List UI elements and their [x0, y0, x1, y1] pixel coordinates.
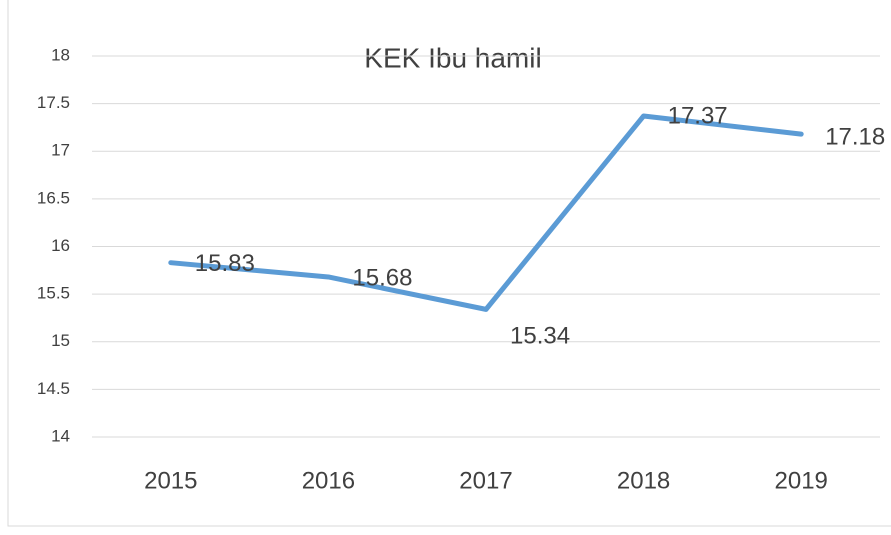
x-tick-label: 2016 [302, 467, 355, 494]
y-tick-label: 15 [51, 331, 70, 350]
data-label: 15.83 [195, 250, 255, 277]
y-tick-label: 17 [51, 141, 70, 160]
x-tick-label: 2015 [144, 467, 197, 494]
y-tick-label: 14 [51, 426, 70, 445]
data-label: 15.68 [352, 264, 412, 291]
y-tick-label: 14.5 [37, 379, 70, 398]
chart-border [7, 0, 891, 527]
data-label: 15.34 [510, 323, 570, 350]
y-tick-label: 15.5 [37, 284, 70, 303]
x-tick-label: 2017 [459, 467, 512, 494]
y-tick-label: 16.5 [37, 188, 70, 207]
y-tick-label: 18 [51, 45, 70, 64]
data-label: 17.37 [668, 102, 728, 129]
y-tick-label: 17.5 [37, 93, 70, 112]
x-tick-label: 2018 [617, 467, 670, 494]
data-line [168, 113, 804, 312]
x-tick-label: 2019 [775, 467, 828, 494]
y-tick-label: 16 [51, 236, 70, 255]
chart-title: KEK Ibu hamil [364, 42, 541, 73]
data-label: 17.18 [825, 123, 885, 150]
